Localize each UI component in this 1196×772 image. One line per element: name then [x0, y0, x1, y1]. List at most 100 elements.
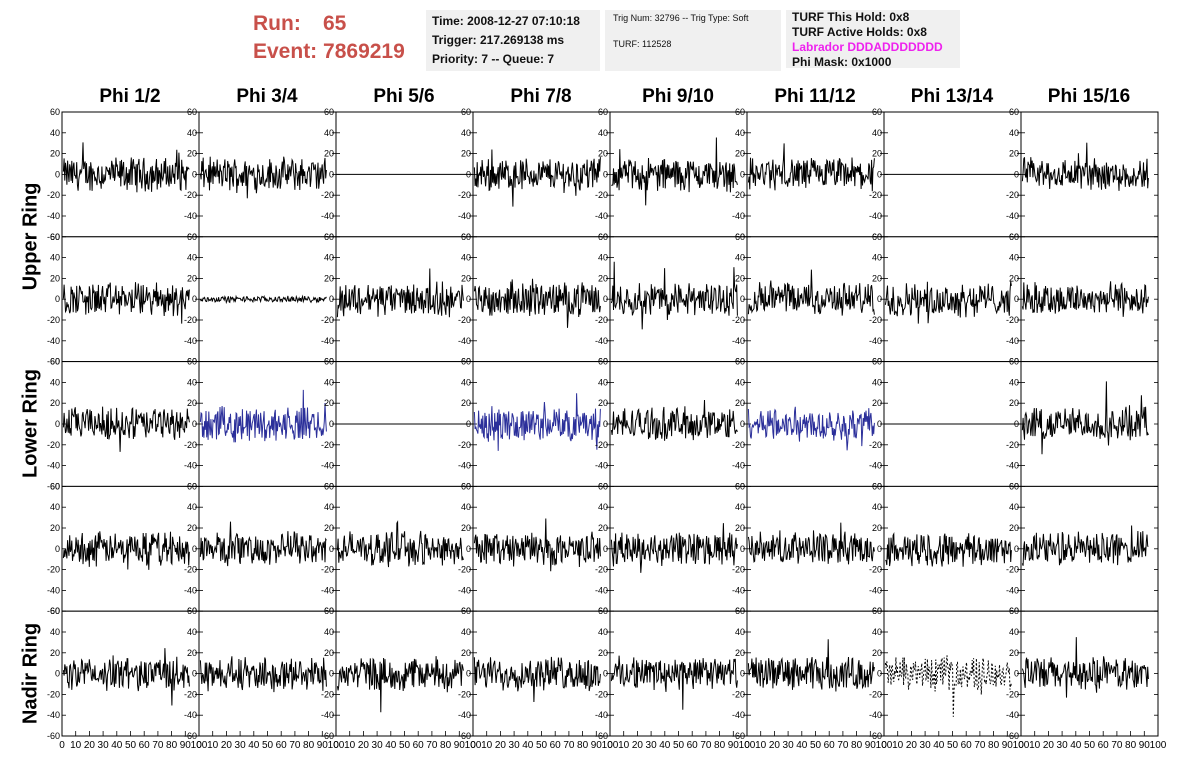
x-tick-label: 10: [481, 740, 493, 751]
y-tick-label: 0: [55, 419, 60, 429]
x-tick-label: 90: [591, 740, 603, 751]
y-tick-label: 20: [872, 398, 882, 408]
waveform-trace: [1021, 381, 1149, 455]
waveform-trace: [1021, 142, 1149, 191]
x-tick-label: 40: [1070, 740, 1082, 751]
x-tick-label: 80: [1125, 740, 1137, 751]
phi-header-7: Phi 13/14: [910, 86, 994, 107]
waveform-panel: [746, 111, 885, 238]
y-tick-label: 40: [735, 627, 745, 637]
y-tick-label: -40: [458, 710, 471, 720]
y-tick-label: -60: [184, 731, 197, 741]
y-tick-label: 60: [187, 481, 197, 491]
y-tick-label: 0: [877, 169, 882, 179]
turf-this-hold-text: TURF This Hold: 0x8: [792, 10, 910, 24]
y-tick-label: -60: [869, 731, 882, 741]
y-tick-label: -20: [47, 440, 60, 450]
x-tick-label: 60: [139, 740, 151, 751]
y-tick-label: -60: [47, 232, 60, 242]
event-label: Event:: [253, 40, 318, 63]
x-tick-label: 0: [59, 740, 65, 751]
y-tick-label: -20: [1006, 565, 1019, 575]
y-tick-label: 40: [461, 627, 471, 637]
x-tick-label: 80: [303, 740, 315, 751]
y-tick-label: -40: [47, 710, 60, 720]
x-tick-label: 20: [906, 740, 918, 751]
y-tick-label: -20: [184, 689, 197, 699]
y-tick-label: 60: [735, 481, 745, 491]
y-tick-label: 40: [187, 253, 197, 263]
y-tick-label: 60: [1009, 481, 1019, 491]
y-tick-label: 20: [735, 648, 745, 658]
y-tick-label: -20: [869, 689, 882, 699]
y-tick-label: -40: [321, 336, 334, 346]
y-tick-label: 40: [735, 128, 745, 138]
y-tick-label: 0: [192, 169, 197, 179]
x-tick-label: 20: [221, 740, 233, 751]
run-label: Run:: [253, 12, 301, 35]
y-tick-label: 20: [461, 149, 471, 159]
waveform-trace: [336, 268, 464, 318]
y-tick-label: 60: [461, 606, 471, 616]
y-tick-label: -20: [321, 440, 334, 450]
phi-header-3: Phi 5/6: [373, 86, 435, 107]
waveform-trace: [473, 393, 601, 451]
waveform-trace: [610, 523, 738, 573]
y-tick-label: 20: [50, 398, 60, 408]
x-tick-label: 10: [618, 740, 630, 751]
y-tick-label: 0: [55, 544, 60, 554]
y-tick-label: -20: [458, 190, 471, 200]
x-tick-label: 70: [152, 740, 164, 751]
y-tick-label: -20: [458, 565, 471, 575]
y-tick-label: -40: [184, 211, 197, 221]
y-tick-label: 40: [50, 128, 60, 138]
y-tick-label: 0: [740, 169, 745, 179]
x-tick-label: 40: [248, 740, 260, 751]
x-tick-label: 30: [783, 740, 795, 751]
y-tick-label: -40: [595, 211, 608, 221]
y-tick-label: 40: [461, 253, 471, 263]
y-tick-label: 40: [598, 377, 608, 387]
x-tick-label: 50: [1084, 740, 1096, 751]
y-tick-label: 60: [872, 232, 882, 242]
waveform-trace: [473, 518, 601, 572]
x-tick-label: 70: [837, 740, 849, 751]
x-tick-label: 30: [509, 740, 521, 751]
y-tick-label: 20: [1009, 523, 1019, 533]
y-tick-label: 0: [55, 169, 60, 179]
x-tick-label: 40: [933, 740, 945, 751]
y-tick-label: -40: [1006, 336, 1019, 346]
y-tick-label: 20: [872, 523, 882, 533]
phi-header-8: Phi 15/16: [1047, 86, 1131, 107]
run-value: 65: [323, 12, 347, 35]
trigger-text: Trigger: 217.269138 ms: [432, 33, 565, 47]
x-tick-label: 10: [755, 740, 767, 751]
waveform-trace: [199, 656, 327, 693]
y-tick-label: -20: [732, 315, 745, 325]
y-tick-label: -20: [732, 689, 745, 699]
y-tick-label: -20: [47, 315, 60, 325]
y-tick-label: -40: [732, 585, 745, 595]
waveform-trace: [747, 269, 875, 316]
y-tick-label: -20: [1006, 315, 1019, 325]
x-tick-label: 70: [1111, 740, 1123, 751]
y-tick-label: 60: [324, 232, 334, 242]
y-tick-label: 20: [324, 648, 334, 658]
y-tick-label: 60: [598, 481, 608, 491]
x-tick-label: 10: [344, 740, 356, 751]
y-tick-label: 40: [50, 377, 60, 387]
waveform-panel: [472, 610, 611, 737]
y-tick-label: 40: [598, 128, 608, 138]
y-tick-label: 0: [192, 419, 197, 429]
y-tick-label: 40: [50, 253, 60, 263]
event-line: Event: 7869219: [253, 38, 405, 66]
y-tick-label: 20: [461, 523, 471, 533]
y-tick-label: -60: [321, 731, 334, 741]
phi-header-1: Phi 1/2: [99, 86, 161, 107]
y-tick-label: -40: [47, 211, 60, 221]
y-tick-label: 20: [872, 149, 882, 159]
y-tick-label: -20: [458, 315, 471, 325]
priority-text: Priority: 7 -- Queue: 7: [432, 52, 555, 66]
y-tick-label: 60: [872, 357, 882, 367]
